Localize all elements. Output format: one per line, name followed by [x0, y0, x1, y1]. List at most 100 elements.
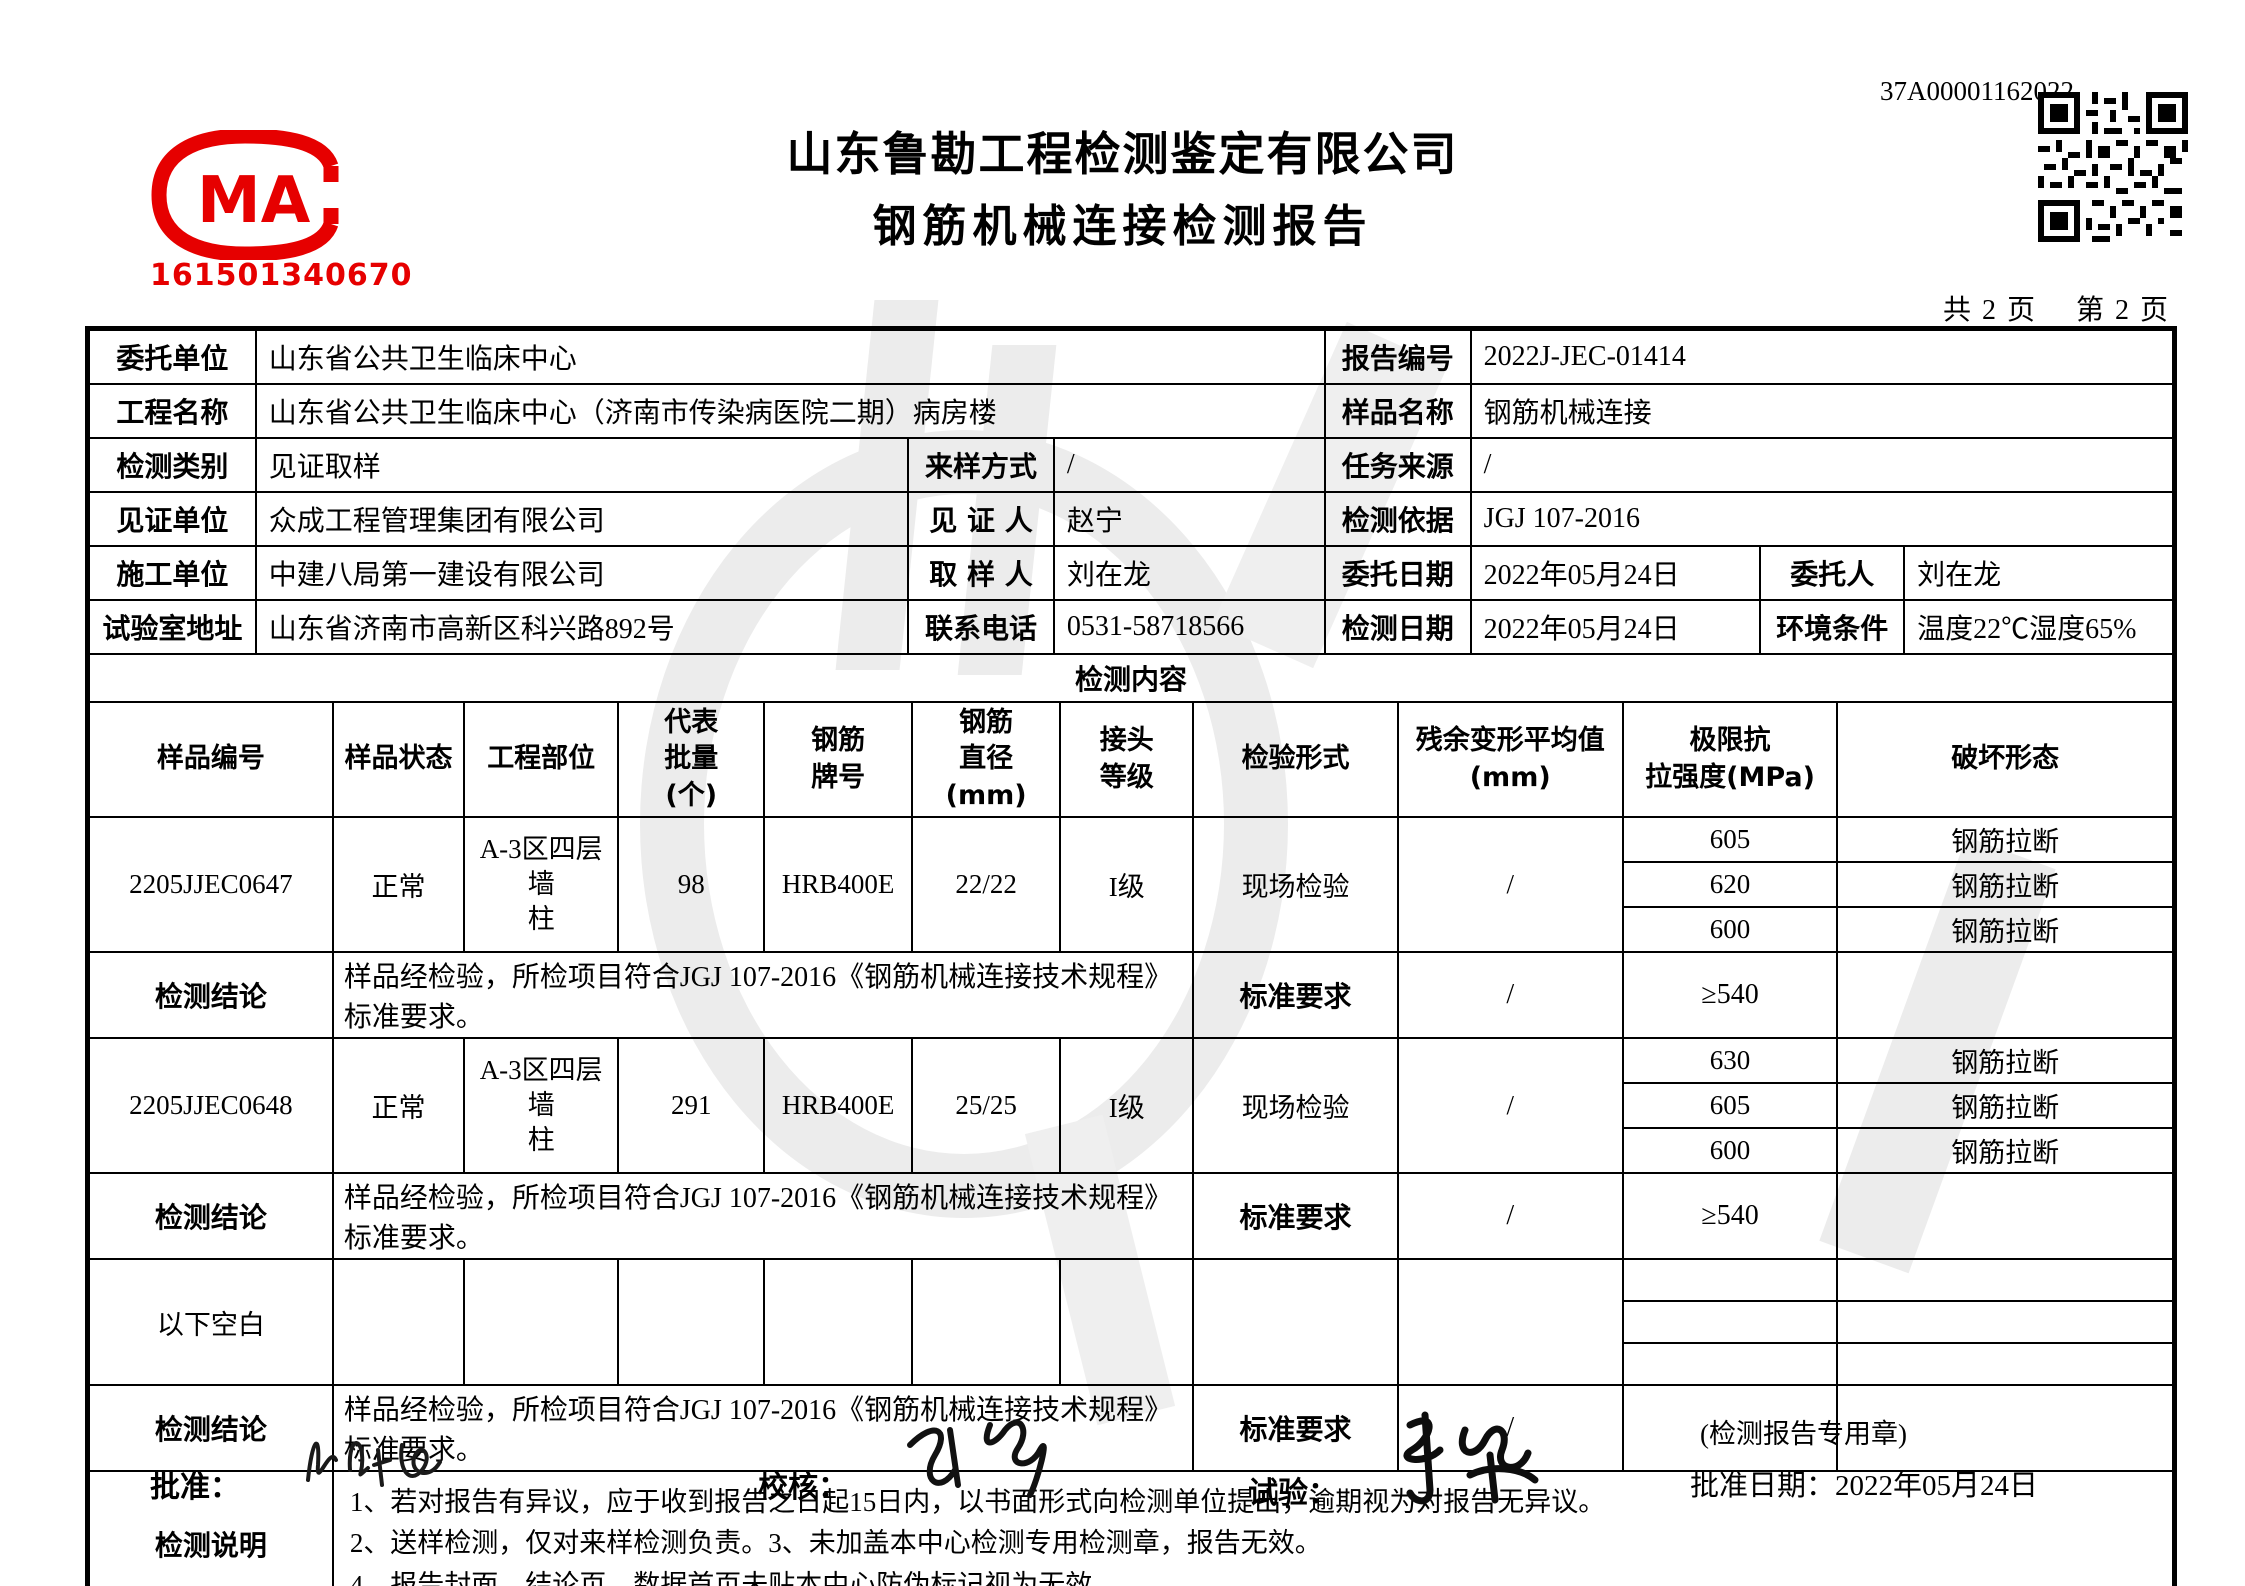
- info-row-witness: 见证单位 众成工程管理集团有限公司 见 证 人 赵宁 检测依据 JGJ 107-…: [88, 491, 2175, 547]
- commission-date-value: 2022年05月24日: [1469, 545, 1762, 601]
- conclusion-text: 样品经检验，所检项目符合JGJ 107-2016《钢筋机械连接技术规程》标准要求…: [331, 1172, 1195, 1261]
- strength-value: 630: [1621, 1037, 1839, 1085]
- sampler-label: 取 样 人: [907, 545, 1055, 601]
- sample-grade: HRB400E: [763, 1037, 914, 1175]
- tester-signature: [1370, 1395, 1590, 1529]
- note-line: 2、送样检测，仅对来样检测负责。3、未加盖本中心检测专用检测章，报告无效。: [349, 1528, 1322, 1559]
- pagination: 共 2 页 第 2 页: [1942, 295, 2170, 326]
- sample-part: A-3区四层墙 柱: [463, 816, 620, 954]
- failure-mode: [1836, 1342, 2174, 1387]
- sample-batch: 291: [617, 1037, 766, 1175]
- results-table: 检测内容 样品编号 样品状态 工程部位 代表 批量 (个) 钢筋 牌号 钢筋 直…: [88, 653, 2175, 1586]
- construction-unit-label: 施工单位: [88, 545, 257, 601]
- qr-code: [2038, 92, 2188, 246]
- company-name: 山东鲁勘工程检测鉴定有限公司: [786, 127, 1459, 181]
- sample-part: [463, 1258, 620, 1387]
- failure-mode: 钢筋拉断: [1836, 906, 2174, 954]
- blank-subrow: [89, 1300, 2174, 1345]
- info-row-project: 工程名称 山东省公共卫生临床中心（济南市传染病医院二期）病房楼 样品名称 钢筋机…: [88, 383, 2175, 439]
- info-row-lab: 试验室地址 山东省济南市高新区科兴路892号 联系电话 0531-5871856…: [88, 599, 2174, 655]
- sample-part: A-3区四层墙 柱: [463, 1037, 620, 1175]
- sampling-method-label: 来样方式: [907, 437, 1055, 493]
- conclusion-row: 检测结论 样品经检验，所检项目符合JGJ 107-2016《钢筋机械连接技术规程…: [88, 1384, 2174, 1473]
- report-no-value: 2022J-JEC-01414: [1469, 329, 2175, 385]
- conclusion-label: 检测结论: [88, 1384, 334, 1473]
- standard-residual: /: [1396, 1172, 1624, 1261]
- sample-status: [331, 1258, 466, 1387]
- sample-form: 现场检验: [1192, 816, 1399, 954]
- sampling-method-value: /: [1052, 437, 1326, 493]
- conclusion-text: 样品经检验，所检项目符合JGJ 107-2016《钢筋机械连接技术规程》标准要求…: [331, 1384, 1195, 1473]
- client-value: 山东省公共卫生临床中心: [254, 329, 1326, 385]
- approve-label: 批准：: [150, 1470, 240, 1505]
- col-project-part: 工程部位: [463, 700, 620, 819]
- sample-status: 正常: [331, 816, 466, 954]
- blank-subrow: [89, 1342, 2174, 1387]
- notes-label: 检测说明: [88, 1470, 334, 1586]
- sample-diameter: 25/25: [911, 1037, 1062, 1175]
- failure-mode: 钢筋拉断: [1836, 1082, 2174, 1130]
- blank-row: 以下空白: [88, 1258, 2174, 1387]
- task-source-label: 任务来源: [1323, 437, 1472, 493]
- sample-grade: HRB400E: [763, 816, 914, 954]
- phone-label: 联系电话: [907, 599, 1055, 655]
- notes-row: 检测说明 1、若对报告有异议，应于收到报告之日起15日内，以书面形式向检测单位提…: [88, 1470, 2175, 1586]
- col-sample-id: 样品编号: [88, 700, 334, 819]
- test-category-value: 见证取样: [254, 437, 910, 493]
- lab-address-label: 试验室地址: [88, 599, 257, 655]
- strength-value: [1621, 1258, 1839, 1303]
- section-title: 检测内容: [88, 653, 2174, 703]
- conclusion-row: 检测结论 样品经检验，所检项目符合JGJ 107-2016《钢筋机械连接技术规程…: [88, 951, 2174, 1040]
- conclusion-text: 样品经检验，所检项目符合JGJ 107-2016《钢筋机械连接技术规程》标准要求…: [331, 951, 1195, 1040]
- col-batch: 代表 批量 (个): [617, 700, 766, 819]
- construction-unit-value: 中建八局第一建设有限公司: [254, 545, 910, 601]
- strength-value: 600: [1621, 906, 1839, 954]
- sample-subrow: 600 钢筋拉断: [89, 1127, 2174, 1175]
- check-label: 校核：: [758, 1470, 848, 1505]
- sample-level: I级: [1059, 1037, 1195, 1175]
- sample-level: I级: [1059, 816, 1195, 954]
- test-category-label: 检测类别: [88, 437, 257, 493]
- info-row-category: 检测类别 见证取样 来样方式 / 任务来源 /: [88, 437, 2175, 493]
- cma-logo-icon: MA: [145, 128, 345, 290]
- col-test-form: 检验形式: [1192, 700, 1399, 819]
- col-strength: 极限抗 拉强度(MPa): [1621, 700, 1839, 819]
- failure-mode: 钢筋拉断: [1836, 1127, 2174, 1175]
- witness-unit-value: 众成工程管理集团有限公司: [254, 491, 910, 547]
- note-line: 4、报告封面、结论页、数据首页未贴本中心防伪标记视为无效。: [349, 1570, 1120, 1586]
- task-source-value: /: [1469, 437, 2175, 493]
- witness-person-label: 见 证 人: [907, 491, 1055, 547]
- table-header-row: 样品编号 样品状态 工程部位 代表 批量 (个) 钢筋 牌号 钢筋 直径 (mm…: [88, 700, 2174, 819]
- environment-value: 温度22℃湿度65%: [1903, 599, 2174, 655]
- col-grade: 钢筋 牌号: [763, 700, 914, 819]
- sample-residual: /: [1396, 816, 1624, 954]
- sampler-value: 刘在龙: [1052, 545, 1326, 601]
- sample-name-value: 钢筋机械连接: [1469, 383, 2175, 439]
- info-table: 委托单位 山东省公共卫生临床中心 报告编号 2022J-JEC-01414 工程…: [88, 329, 2175, 655]
- sample-subrow: 605 钢筋拉断: [89, 1082, 2174, 1130]
- test-basis-label: 检测依据: [1323, 491, 1472, 547]
- failure-mode: [1836, 1300, 2174, 1345]
- cma-letters: MA: [197, 164, 311, 238]
- sample-id: 2205JJEC0647: [88, 816, 334, 954]
- test-date-label: 检测日期: [1323, 599, 1472, 655]
- report-title: 钢筋机械连接检测报告: [872, 201, 1373, 252]
- sample-subrow: 600 钢筋拉断: [89, 906, 2174, 954]
- sample-level: [1059, 1258, 1195, 1387]
- col-joint-level: 接头 等级: [1059, 700, 1195, 819]
- sample-batch: 98: [617, 816, 766, 954]
- col-residual: 残余变形平均值 (mm): [1396, 700, 1624, 819]
- project-label: 工程名称: [88, 383, 257, 439]
- project-value: 山东省公共卫生临床中心（济南市传染病医院二期）病房楼: [254, 383, 1326, 439]
- conclusion-label: 检测结论: [88, 1172, 334, 1261]
- standard-strength-req: ≥540: [1621, 951, 1839, 1040]
- standard-failure: [1836, 1384, 2174, 1473]
- report-sheet: 委托单位 山东省公共卫生临床中心 报告编号 2022J-JEC-01414 工程…: [85, 326, 2177, 1586]
- sample-diameter: 22/22: [911, 816, 1062, 954]
- cma-certificate-number: 161501340670: [150, 258, 413, 293]
- info-row-constructor: 施工单位 中建八局第一建设有限公司 取 样 人 刘在龙 委托日期 2022年05…: [88, 545, 2174, 601]
- standard-failure: [1836, 1172, 2174, 1261]
- strength-value: 620: [1621, 861, 1839, 909]
- note-line: 1、若对报告有异议，应于收到报告之日起15日内，以书面形式向检测单位提出，逾期视…: [349, 1486, 1606, 1517]
- info-row-client: 委托单位 山东省公共卫生临床中心 报告编号 2022J-JEC-01414: [88, 329, 2175, 385]
